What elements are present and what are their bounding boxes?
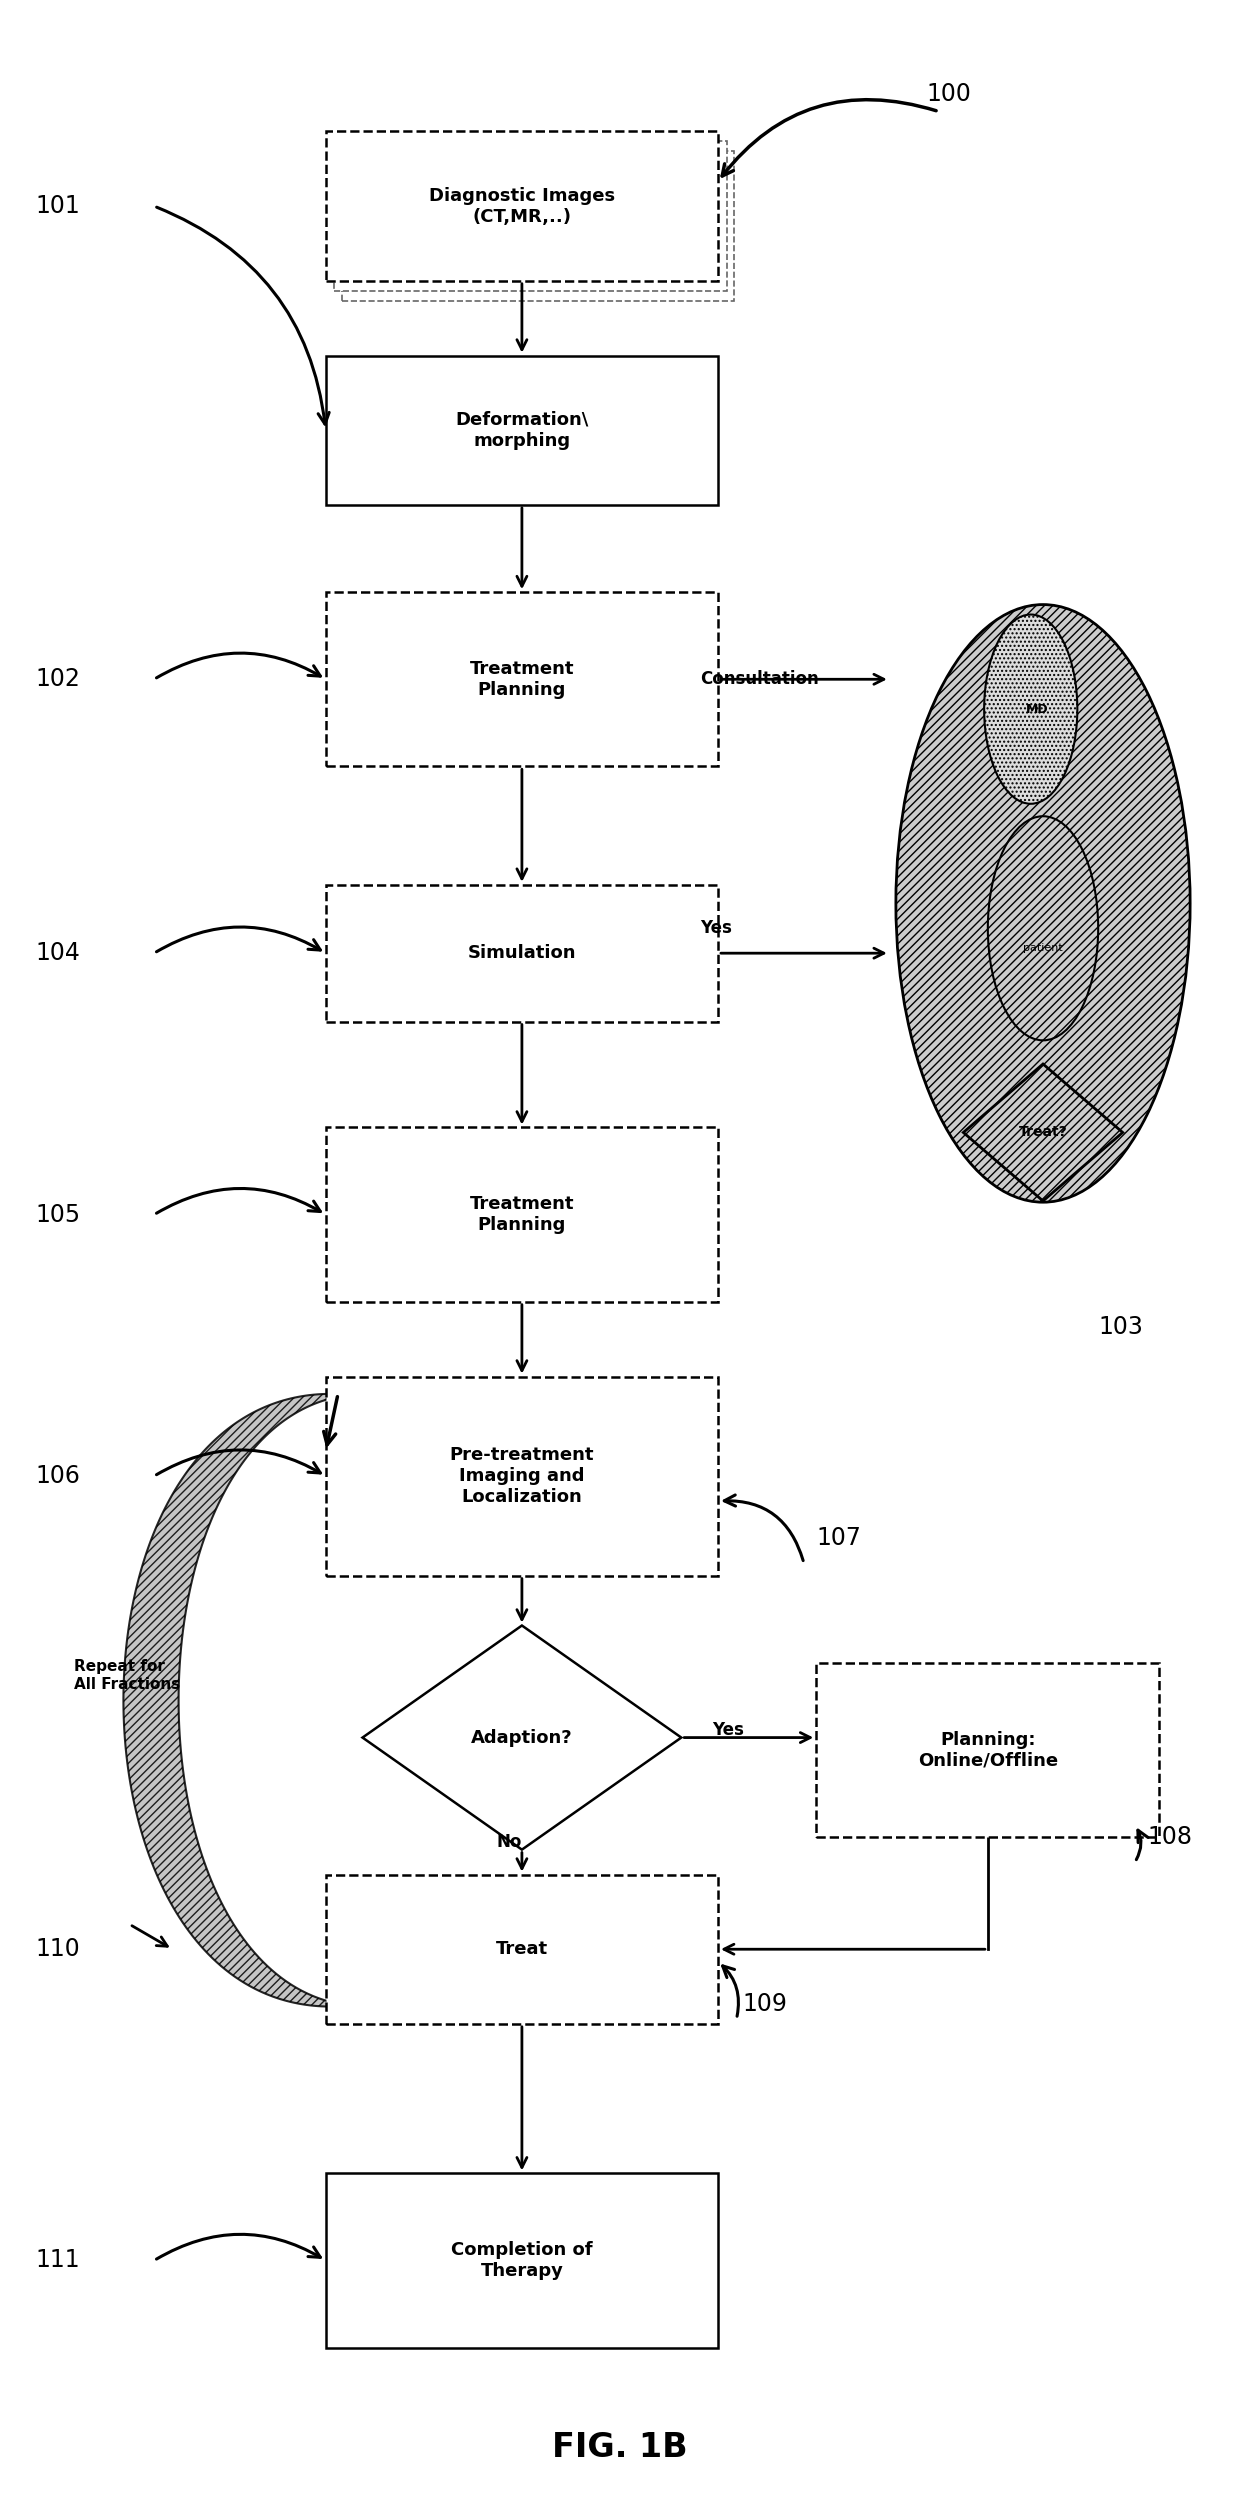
- Text: Treat: Treat: [496, 1941, 548, 1958]
- Text: Treat?: Treat?: [1018, 1124, 1068, 1139]
- Text: MD: MD: [1025, 704, 1048, 716]
- Polygon shape: [124, 1395, 362, 2006]
- Text: Diagnostic Images
(CT,MR,..): Diagnostic Images (CT,MR,..): [429, 188, 615, 225]
- Text: 107: 107: [816, 1527, 861, 1550]
- Text: Yes: Yes: [712, 1720, 744, 1740]
- Text: Treatment
Planning: Treatment Planning: [470, 1194, 574, 1234]
- FancyBboxPatch shape: [326, 130, 718, 280]
- Text: 102: 102: [36, 666, 81, 691]
- Text: 111: 111: [36, 2249, 81, 2274]
- Text: Pre-treatment
Imaging and
Localization: Pre-treatment Imaging and Localization: [450, 1447, 594, 1505]
- Text: 104: 104: [36, 942, 81, 964]
- Text: 108: 108: [1147, 1825, 1192, 1848]
- Text: 105: 105: [36, 1202, 81, 1227]
- Text: 103: 103: [1099, 1315, 1143, 1340]
- FancyBboxPatch shape: [326, 1127, 718, 1302]
- Text: 106: 106: [36, 1465, 81, 1487]
- Text: Completion of
Therapy: Completion of Therapy: [451, 2241, 593, 2281]
- Text: Treatment
Planning: Treatment Planning: [470, 661, 574, 699]
- Text: 109: 109: [743, 1993, 787, 2016]
- Text: Adaption?: Adaption?: [471, 1728, 573, 1748]
- Text: 100: 100: [926, 83, 971, 105]
- FancyBboxPatch shape: [335, 140, 727, 290]
- Text: FIG. 1B: FIG. 1B: [552, 2431, 688, 2464]
- Text: patient: patient: [1023, 944, 1063, 954]
- Text: 101: 101: [36, 195, 81, 218]
- FancyBboxPatch shape: [326, 356, 718, 506]
- FancyBboxPatch shape: [326, 591, 718, 766]
- FancyBboxPatch shape: [816, 1663, 1159, 1838]
- FancyBboxPatch shape: [342, 150, 734, 300]
- Text: Yes: Yes: [699, 919, 732, 936]
- Polygon shape: [362, 1625, 681, 1850]
- FancyBboxPatch shape: [326, 1377, 718, 1575]
- Text: Repeat for
All Fractions: Repeat for All Fractions: [74, 1660, 181, 1693]
- Text: 110: 110: [36, 1938, 81, 1961]
- FancyBboxPatch shape: [326, 2173, 718, 2349]
- FancyBboxPatch shape: [326, 1875, 718, 2023]
- Text: Simulation: Simulation: [467, 944, 577, 962]
- Polygon shape: [963, 1064, 1122, 1202]
- Circle shape: [985, 613, 1078, 804]
- Text: Consultation: Consultation: [699, 671, 818, 689]
- Text: Deformation\
morphing: Deformation\ morphing: [455, 411, 589, 451]
- Circle shape: [895, 603, 1190, 1202]
- Text: Planning:
Online/Offline: Planning: Online/Offline: [918, 1730, 1058, 1770]
- FancyBboxPatch shape: [326, 884, 718, 1022]
- Circle shape: [988, 816, 1099, 1039]
- Text: No: No: [497, 1833, 522, 1850]
